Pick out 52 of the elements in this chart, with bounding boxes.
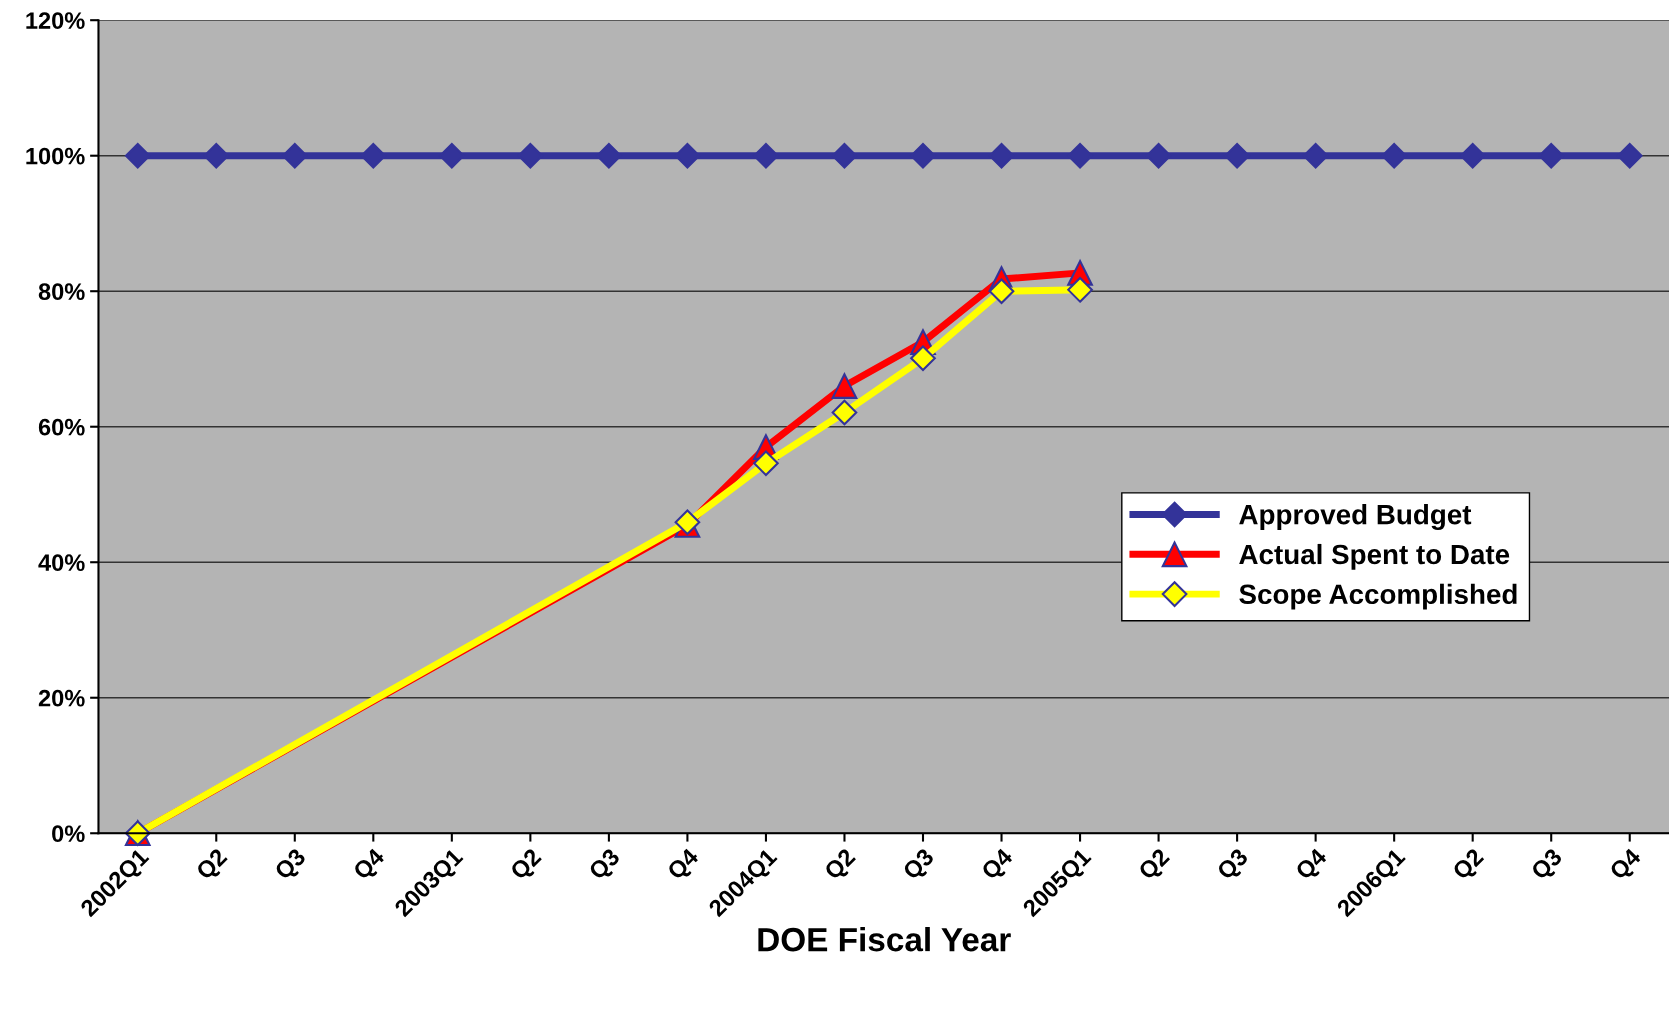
legend-label: Actual Spent to Date [1239, 543, 1510, 570]
point [1538, 142, 1565, 169]
legend-label: Scope Accomplished [1239, 583, 1517, 610]
x-tick-label: Q3 [273, 847, 310, 884]
point [831, 142, 858, 169]
y-tick-label: 120% [26, 12, 85, 29]
x-tick-label: Q3 [587, 847, 624, 884]
x-tick-label: Q3 [1215, 847, 1252, 884]
point [1616, 142, 1643, 169]
x-tick-label: Q2 [195, 847, 231, 884]
y-tick-label: 60% [38, 418, 85, 436]
x-tick-label: Q4 [980, 846, 1017, 884]
x-tick-label: Q2 [1137, 847, 1174, 884]
point [1067, 277, 1093, 303]
point [753, 450, 779, 477]
x-tick-label: Q3 [901, 847, 938, 884]
x-tick-label: Q2 [1451, 847, 1488, 884]
x-tick-label: Q4 [1608, 846, 1646, 884]
point [831, 373, 858, 399]
point [988, 278, 1015, 305]
x-axis-title: DOE Fiscal Year [758, 926, 1011, 952]
y-tick-label: 100% [26, 147, 85, 165]
point [1145, 142, 1172, 169]
point [124, 142, 151, 169]
x-tick-label: Q3 [1530, 847, 1566, 884]
point [1224, 142, 1250, 169]
x-tick-label: Q4 [352, 846, 389, 884]
point [674, 142, 701, 169]
point [910, 142, 936, 169]
point [203, 142, 230, 169]
x-tick-label: Q2 [823, 847, 860, 884]
point [517, 142, 544, 169]
x-tick-label: Q4 [666, 846, 703, 884]
point [596, 142, 622, 169]
point [1381, 142, 1407, 169]
y-tick-label: 80% [38, 283, 85, 300]
point [281, 142, 308, 169]
point [1302, 142, 1329, 169]
point [1067, 142, 1093, 169]
legend-label: Approved Budget [1239, 504, 1472, 531]
point [910, 345, 936, 372]
point [988, 142, 1015, 169]
x-tick-label: Q4 [1294, 846, 1331, 884]
point [1459, 142, 1486, 169]
y-tick-label: 0% [52, 825, 85, 843]
point [439, 142, 465, 169]
point [753, 142, 779, 169]
point [831, 399, 858, 426]
x-tick-label: Q2 [509, 847, 546, 884]
y-tick-label: 20% [38, 689, 85, 707]
point [360, 142, 387, 169]
y-tick-label: 40% [38, 554, 85, 572]
